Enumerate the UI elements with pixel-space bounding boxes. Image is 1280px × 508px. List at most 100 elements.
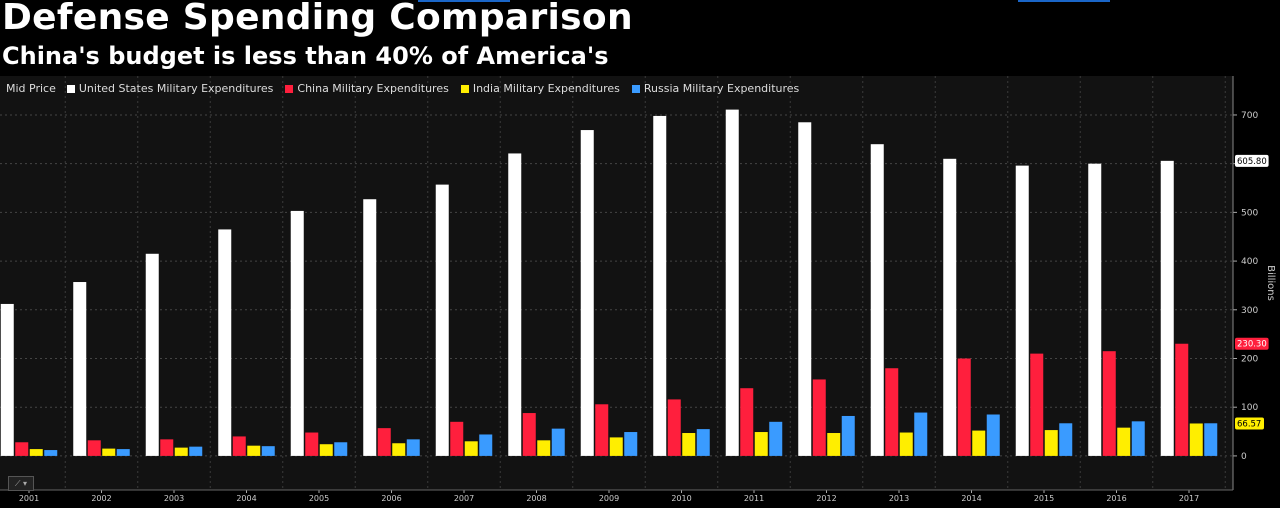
legend-label-us: United States Military Expenditures bbox=[78, 82, 274, 95]
chart-subtitle: China's budget is less than 40% of Ameri… bbox=[2, 42, 609, 70]
x-tick-label: 2013 bbox=[889, 494, 909, 503]
y-tick-label: 200 bbox=[1241, 354, 1258, 364]
last-value-label-0: 605.80 bbox=[1237, 157, 1267, 167]
x-tick-label: 2009 bbox=[599, 494, 619, 503]
bar-2012-3 bbox=[841, 415, 855, 456]
x-tick-label: 2015 bbox=[1034, 494, 1054, 503]
x-tick-label: 2014 bbox=[961, 494, 981, 503]
bar-2002-0 bbox=[73, 282, 87, 456]
bar-2007-0 bbox=[435, 184, 449, 456]
bar-2001-1 bbox=[15, 442, 29, 456]
legend-prefix: Mid Price bbox=[6, 82, 56, 95]
bar-2004-3 bbox=[261, 446, 275, 456]
bar-2006-3 bbox=[406, 439, 420, 456]
bar-chart: 0100200300400500600700200120022003200420… bbox=[0, 76, 1276, 503]
bar-2007-2 bbox=[464, 441, 478, 456]
bar-2004-0 bbox=[218, 229, 232, 456]
bar-2014-0 bbox=[943, 158, 957, 456]
legend-item-us[interactable]: United States Military Expenditures bbox=[66, 82, 274, 95]
bar-2001-2 bbox=[29, 449, 43, 456]
bar-2002-2 bbox=[102, 448, 116, 456]
bar-2013-1 bbox=[885, 368, 899, 456]
x-tick-label: 2010 bbox=[671, 494, 691, 503]
legend-swatch-us bbox=[66, 84, 75, 93]
legend-item-russia[interactable]: Russia Military Expenditures bbox=[631, 82, 800, 95]
bar-2012-2 bbox=[827, 433, 841, 456]
x-tick-label: 2017 bbox=[1179, 494, 1199, 503]
bar-2012-0 bbox=[798, 122, 812, 456]
bar-2008-2 bbox=[537, 440, 551, 456]
bar-2011-3 bbox=[769, 421, 783, 456]
bar-2015-1 bbox=[1030, 353, 1044, 456]
bar-2016-0 bbox=[1088, 163, 1102, 456]
last-value-badge-2 bbox=[1235, 417, 1264, 430]
bar-2010-1 bbox=[667, 399, 681, 456]
bar-2005-0 bbox=[290, 210, 304, 456]
bar-2013-2 bbox=[899, 432, 913, 456]
x-tick-label: 2006 bbox=[381, 494, 401, 503]
bar-2014-3 bbox=[986, 414, 1000, 456]
legend-item-india[interactable]: India Military Expenditures bbox=[460, 82, 620, 95]
last-value-label-2: 66.57 bbox=[1237, 419, 1261, 429]
bar-2010-2 bbox=[682, 433, 696, 456]
x-tick-label: 2005 bbox=[309, 494, 329, 503]
bar-2001-3 bbox=[44, 450, 58, 456]
bar-2005-2 bbox=[319, 444, 333, 456]
legend-swatch-russia bbox=[631, 84, 640, 93]
y-axis-title: Billions bbox=[1265, 265, 1276, 301]
legend-label-russia: Russia Military Expenditures bbox=[643, 82, 800, 95]
bar-2014-1 bbox=[957, 358, 971, 456]
bar-2014-2 bbox=[972, 430, 986, 456]
bar-2005-3 bbox=[334, 442, 348, 456]
legend-item-china[interactable]: China Military Expenditures bbox=[285, 82, 449, 95]
y-tick-label: 100 bbox=[1241, 403, 1258, 413]
bar-2009-3 bbox=[624, 432, 638, 456]
x-tick-label: 2011 bbox=[744, 494, 764, 503]
bar-2016-3 bbox=[1131, 421, 1145, 456]
last-value-label-1: 230.30 bbox=[1237, 340, 1267, 350]
bar-2004-1 bbox=[232, 436, 246, 456]
bar-2010-3 bbox=[696, 429, 710, 456]
y-tick-label: 700 bbox=[1241, 111, 1258, 121]
bar-2013-0 bbox=[870, 144, 884, 456]
bar-2012-1 bbox=[812, 379, 826, 456]
bar-2007-1 bbox=[450, 421, 464, 456]
legend-label-china: China Military Expenditures bbox=[297, 82, 449, 95]
x-tick-label: 2003 bbox=[164, 494, 184, 503]
y-tick-label: 300 bbox=[1241, 306, 1258, 316]
bar-2009-0 bbox=[580, 130, 594, 456]
x-tick-label: 2016 bbox=[1106, 494, 1126, 503]
last-value-badge-1 bbox=[1235, 337, 1269, 350]
bar-2006-1 bbox=[377, 428, 391, 456]
bar-2008-3 bbox=[551, 428, 565, 456]
y-tick-label: 400 bbox=[1241, 257, 1258, 267]
bar-2006-2 bbox=[392, 443, 406, 456]
chart-legend: Mid Price United States Military Expendi… bbox=[6, 82, 811, 95]
bar-2015-3 bbox=[1059, 423, 1073, 456]
last-value-badge-0 bbox=[1235, 154, 1269, 167]
bar-2017-2 bbox=[1189, 423, 1203, 456]
header-accent-line bbox=[418, 0, 510, 2]
header-accent-line bbox=[1018, 0, 1110, 2]
bar-2009-1 bbox=[595, 404, 609, 456]
bar-2002-1 bbox=[87, 440, 101, 456]
bar-2017-0 bbox=[1160, 160, 1174, 456]
bar-2011-1 bbox=[740, 388, 754, 456]
bar-2004-2 bbox=[247, 445, 261, 456]
x-tick-label: 2008 bbox=[526, 494, 546, 503]
bar-2015-0 bbox=[1015, 165, 1029, 456]
bar-2002-3 bbox=[116, 449, 130, 456]
bar-2011-2 bbox=[754, 432, 768, 456]
bar-2015-2 bbox=[1044, 430, 1058, 456]
bar-2013-3 bbox=[914, 412, 928, 456]
chart-tool-button[interactable]: ⟋ ▾ bbox=[8, 476, 34, 491]
x-tick-label: 2012 bbox=[816, 494, 836, 503]
bar-2007-3 bbox=[479, 434, 493, 456]
bar-2016-2 bbox=[1117, 427, 1131, 456]
bar-2001-0 bbox=[0, 303, 14, 456]
x-tick-label: 2001 bbox=[19, 494, 39, 503]
y-tick-label: 0 bbox=[1241, 452, 1247, 462]
bar-2008-0 bbox=[508, 153, 522, 456]
y-tick-label: 500 bbox=[1241, 208, 1258, 218]
bar-2003-0 bbox=[145, 253, 159, 456]
